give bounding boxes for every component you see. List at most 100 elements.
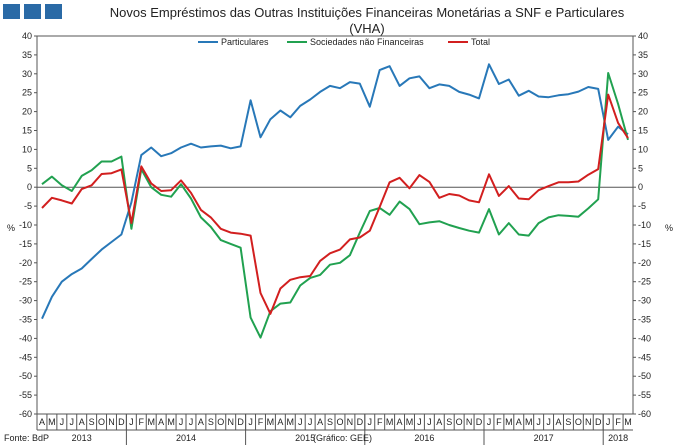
month-label: J: [70, 417, 75, 427]
year-label: 2014: [176, 433, 196, 443]
month-label: N: [466, 417, 473, 427]
month-label: A: [436, 417, 442, 427]
y-tick-label-left: -30: [19, 296, 32, 306]
month-label: N: [227, 417, 234, 427]
series-layer: [41, 63, 629, 339]
legend-label-total: Total: [471, 37, 490, 47]
y-tick-label-left: -20: [19, 258, 32, 268]
y-tick-label-left: 30: [22, 69, 32, 79]
credit-note: (Gráfico: GEE): [313, 433, 372, 443]
y-tick-label-left: -55: [19, 390, 32, 400]
month-label: J: [487, 417, 492, 427]
month-label: J: [248, 417, 253, 427]
month-label: A: [158, 417, 164, 427]
month-label: J: [189, 417, 194, 427]
series-line-particulares: [41, 63, 629, 320]
y-tick-label-left: 15: [22, 126, 32, 136]
month-label: M: [48, 417, 56, 427]
month-label: D: [476, 417, 483, 427]
y-tick-label-right: -50: [638, 371, 651, 381]
month-label: J: [606, 417, 611, 427]
month-label: A: [198, 417, 204, 427]
y-axis-right: 40 35 30 25 20 15 10 5 0 -5 -10 -15 -20 -25 -30 -35 -40 -…: [633, 31, 651, 419]
month-label: J: [417, 417, 422, 427]
chart-title-line2: (VHA): [349, 21, 384, 36]
y-tick-label-right: -20: [638, 258, 651, 268]
month-label: F: [615, 417, 621, 427]
y-tick-label-right: 5: [638, 163, 643, 173]
month-label: J: [536, 417, 541, 427]
month-label: A: [397, 417, 403, 427]
y-tick-label-right: 30: [638, 69, 648, 79]
month-label: J: [298, 417, 303, 427]
series-line-total: [41, 93, 629, 315]
y-tick-label-right: -5: [638, 201, 646, 211]
year-label: 2013: [72, 433, 92, 443]
y-tick-label-right: -35: [638, 315, 651, 325]
month-label: S: [89, 417, 95, 427]
y-tick-label-left: -25: [19, 277, 32, 287]
month-label: M: [406, 417, 414, 427]
year-label: 2018: [608, 433, 628, 443]
year-label: 2016: [414, 433, 434, 443]
y-tick-label-right: 10: [638, 144, 648, 154]
year-label: 2015: [295, 433, 315, 443]
y-tick-label-left: 0: [27, 182, 32, 192]
month-label: J: [368, 417, 373, 427]
month-label: D: [595, 417, 602, 427]
month-label: N: [347, 417, 354, 427]
y-tick-label-right: -10: [638, 220, 651, 230]
month-label: J: [427, 417, 432, 427]
month-label: S: [446, 417, 452, 427]
y-tick-label-right: -15: [638, 239, 651, 249]
month-label: O: [575, 417, 582, 427]
chart-title: Novos Empréstimos das Outras Instituiçõe…: [110, 5, 625, 20]
y-tick-label-right: 35: [638, 50, 648, 60]
month-label: A: [39, 417, 45, 427]
month-label: M: [287, 417, 295, 427]
month-label: M: [525, 417, 533, 427]
month-label: M: [624, 417, 632, 427]
month-label: O: [456, 417, 463, 427]
plot-border: [36, 35, 634, 415]
y-tick-label-right: 15: [638, 126, 648, 136]
source-note: Fonte: BdP: [4, 433, 49, 443]
y-tick-label-left: -5: [24, 201, 32, 211]
y-tick-label-right: 0: [638, 182, 643, 192]
month-label: O: [217, 417, 224, 427]
month-label: M: [505, 417, 513, 427]
month-label: A: [555, 417, 561, 427]
y-tick-label-left: -45: [19, 352, 32, 362]
month-label: S: [565, 417, 571, 427]
y-tick-label-right: 40: [638, 31, 648, 41]
month-label: O: [336, 417, 343, 427]
y-tick-label-left: -40: [19, 333, 32, 343]
y-tick-label-left: -35: [19, 315, 32, 325]
month-label: A: [79, 417, 85, 427]
month-label: D: [357, 417, 364, 427]
year-label: 2017: [534, 433, 554, 443]
month-label: A: [516, 417, 522, 427]
month-label: S: [208, 417, 214, 427]
legend-label-snf: Sociedades não Financeiras: [310, 37, 424, 47]
month-label: M: [147, 417, 155, 427]
month-label: J: [546, 417, 551, 427]
y-tick-label-left: -10: [19, 220, 32, 230]
month-label: M: [386, 417, 394, 427]
month-label: M: [167, 417, 175, 427]
logo-square-1: [3, 4, 20, 19]
month-label: N: [108, 417, 115, 427]
month-label: J: [129, 417, 134, 427]
month-label: J: [179, 417, 184, 427]
y-tick-label-left: 20: [22, 107, 32, 117]
month-label: N: [585, 417, 592, 427]
y-tick-label-left: 35: [22, 50, 32, 60]
y-tick-label-right: 25: [638, 88, 648, 98]
y-axis-label-right: %: [665, 223, 673, 233]
month-label: O: [98, 417, 105, 427]
month-label: F: [258, 417, 264, 427]
y-tick-label-left: 40: [22, 31, 32, 41]
month-label: J: [308, 417, 313, 427]
